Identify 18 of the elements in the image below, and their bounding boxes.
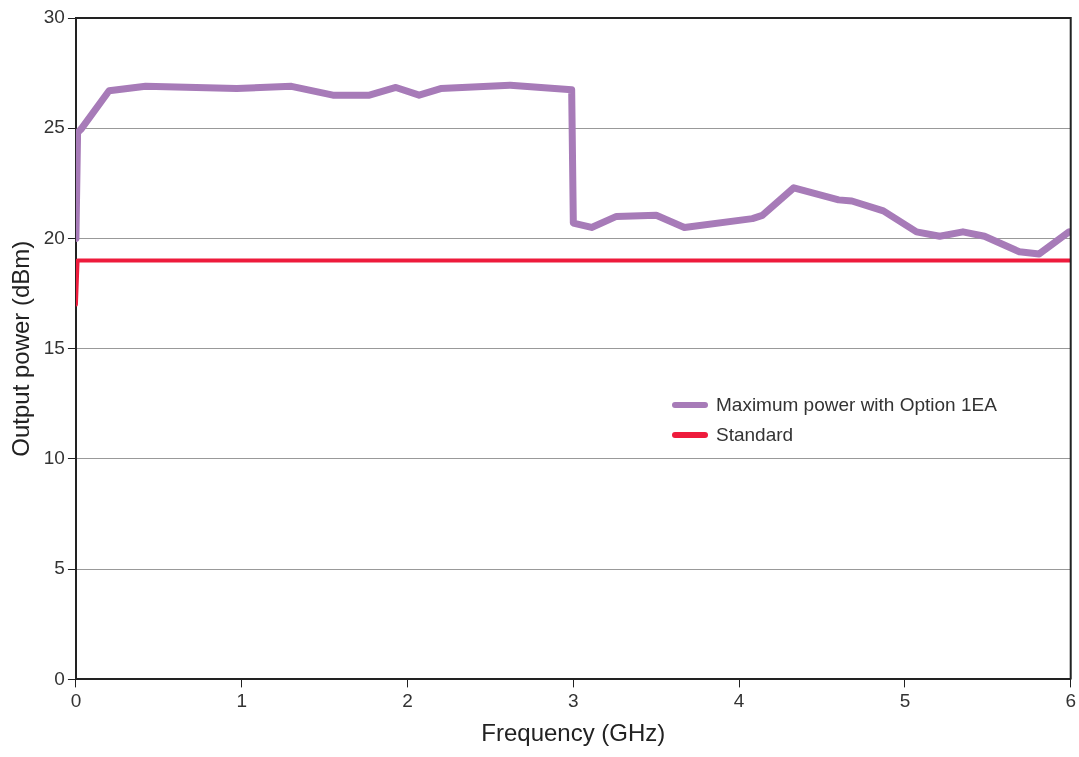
x-axis-title: Frequency (GHz) [481, 719, 666, 747]
x-tick-label: 6 [1065, 690, 1077, 712]
y-tick-label: 0 [54, 667, 65, 689]
x-tick-label: 2 [402, 690, 413, 712]
x-tick-label: 1 [236, 690, 248, 712]
x-tick-label: 0 [70, 690, 82, 712]
x-tick-label: 4 [733, 690, 745, 712]
legend-label: Standard [716, 424, 794, 446]
y-axis-title: Output power (dBm) [7, 240, 35, 457]
y-tick-label: 20 [43, 226, 65, 248]
legend-label: Maximum power with Option 1EA [716, 394, 997, 416]
x-tick-label: 3 [568, 690, 579, 712]
x-tick-label: 5 [899, 690, 911, 712]
y-tick-label: 15 [43, 336, 65, 358]
y-tick-label: 25 [43, 116, 65, 138]
y-tick-label: 10 [43, 447, 65, 469]
y-tick-label: 30 [43, 6, 65, 28]
y-tick-label: 5 [54, 557, 65, 579]
